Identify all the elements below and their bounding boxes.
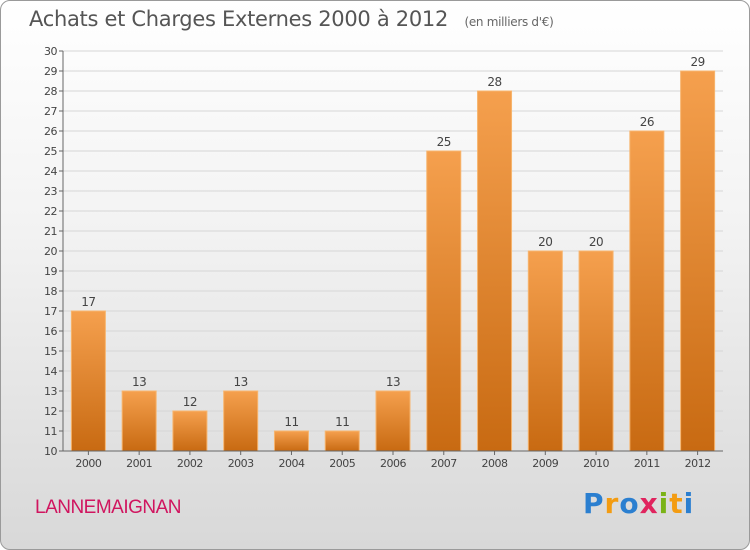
bar bbox=[273, 430, 309, 452]
y-tick-label: 26 bbox=[44, 125, 57, 138]
x-tick-label: 2012 bbox=[685, 457, 711, 470]
bar bbox=[223, 390, 259, 452]
x-tick-label: 2010 bbox=[583, 457, 609, 470]
chart-title-text: Achats et Charges Externes 2000 à 2012 bbox=[29, 7, 449, 31]
bar bbox=[121, 390, 157, 452]
bar bbox=[70, 310, 106, 452]
bar bbox=[477, 90, 513, 452]
y-tick-label: 29 bbox=[44, 65, 57, 78]
bar-value-label: 20 bbox=[589, 235, 603, 249]
logo-letter: P bbox=[583, 487, 605, 520]
y-tick-label: 12 bbox=[44, 405, 57, 418]
x-tick-label: 2007 bbox=[431, 457, 457, 470]
x-tick-label: 2009 bbox=[532, 457, 558, 470]
x-tick-label: 2005 bbox=[329, 457, 355, 470]
bar-value-label: 29 bbox=[690, 55, 704, 69]
bar-value-label: 26 bbox=[640, 115, 654, 129]
bar bbox=[172, 410, 208, 452]
x-tick-label: 2003 bbox=[228, 457, 254, 470]
bar-value-label: 20 bbox=[538, 235, 552, 249]
x-axis: 2000 2001 2002 2003 2004 2005 2006 2007 2008 2009… bbox=[63, 450, 723, 470]
bar-value-label: 11 bbox=[284, 415, 298, 429]
x-tick-label: 2006 bbox=[380, 457, 406, 470]
proxiti-logo: Proxiti bbox=[583, 487, 694, 520]
y-tick-label: 18 bbox=[44, 285, 57, 298]
bar bbox=[527, 250, 563, 452]
x-tick-label: 2011 bbox=[634, 457, 660, 470]
y-tick-label: 24 bbox=[44, 165, 57, 178]
y-tick-label: 13 bbox=[44, 385, 57, 398]
logo-letter: i bbox=[683, 487, 695, 520]
bar bbox=[629, 130, 665, 452]
chart-subtitle: (en milliers d'€) bbox=[464, 15, 554, 29]
place-name: LANNEMAIGNAN bbox=[35, 497, 182, 518]
bar bbox=[426, 150, 462, 452]
y-tick-label: 15 bbox=[44, 345, 57, 358]
logo-letter: r bbox=[604, 487, 620, 520]
y-tick-label: 17 bbox=[44, 305, 57, 318]
bar-value-label: 28 bbox=[487, 75, 501, 89]
logo-letter: o bbox=[619, 487, 640, 520]
bar bbox=[578, 250, 614, 452]
y-tick-label: 16 bbox=[44, 325, 57, 338]
bar-value-label: 25 bbox=[437, 135, 451, 149]
x-tick-label: 2002 bbox=[177, 457, 203, 470]
bar-value-label: 17 bbox=[81, 295, 95, 309]
x-tick-label: 2004 bbox=[278, 457, 304, 470]
chart-title: Achats et Charges Externes 2000 à 2012 (… bbox=[29, 7, 554, 31]
bar bbox=[324, 430, 360, 452]
y-tick-label: 30 bbox=[44, 45, 57, 58]
logo-letter: x bbox=[639, 487, 659, 520]
y-tick-label: 21 bbox=[44, 225, 57, 238]
bar-value-label: 11 bbox=[335, 415, 349, 429]
y-tick-label: 20 bbox=[44, 245, 57, 258]
bars: 17 13 12 13 11 11 13 25 28 20 20 26 29 bbox=[70, 55, 716, 452]
y-tick-label: 11 bbox=[44, 425, 57, 438]
bar bbox=[375, 390, 411, 452]
logo-letter: t bbox=[669, 487, 684, 520]
y-tick-label: 25 bbox=[44, 145, 57, 158]
y-tick-label: 23 bbox=[44, 185, 57, 198]
bar-value-label: 13 bbox=[386, 375, 400, 389]
y-tick-label: 19 bbox=[44, 265, 57, 278]
logo-letter: i bbox=[658, 487, 670, 520]
bar-value-label: 12 bbox=[183, 395, 197, 409]
y-tick-label: 14 bbox=[44, 365, 57, 378]
bar-value-label: 13 bbox=[132, 375, 146, 389]
y-tick-label: 28 bbox=[44, 85, 57, 98]
y-tick-label: 10 bbox=[44, 445, 57, 458]
bar bbox=[680, 70, 716, 452]
bar-value-label: 13 bbox=[234, 375, 248, 389]
x-tick-label: 2000 bbox=[75, 457, 101, 470]
x-tick-label: 2001 bbox=[126, 457, 152, 470]
y-tick-label: 27 bbox=[44, 105, 57, 118]
y-axis: 10 11 12 13 14 15 16 17 18 19 20 21 22 23 24 25 26 27 28 29… bbox=[44, 45, 64, 458]
y-tick-label: 22 bbox=[44, 205, 57, 218]
x-tick-label: 2008 bbox=[482, 457, 508, 470]
